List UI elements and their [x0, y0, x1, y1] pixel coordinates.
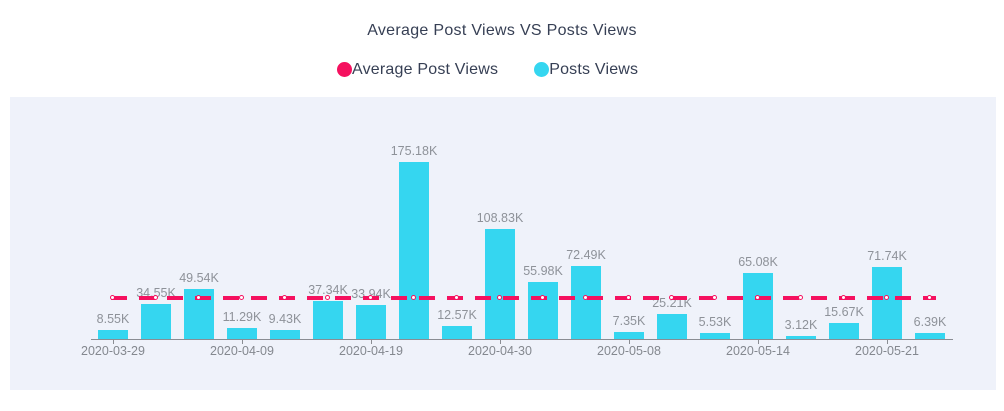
bar[interactable]: [528, 282, 558, 339]
bar-value-label: 5.53K: [698, 315, 732, 330]
average-line-marker: [411, 295, 416, 301]
chart-legend: Average Post Views Posts Views: [337, 61, 638, 78]
average-line-marker: [841, 295, 846, 301]
bar-value-label: 7.35K: [612, 313, 646, 328]
bar[interactable]: [313, 301, 343, 339]
x-axis-label: 2020-04-09: [210, 344, 274, 358]
x-axis-label: 2020-05-21: [855, 344, 919, 358]
bar[interactable]: [485, 229, 515, 339]
legend-label-posts-views: Posts Views: [549, 60, 639, 78]
legend-dot-average-post-views-icon: [337, 62, 352, 77]
bar-value-label: 72.49K: [566, 247, 606, 262]
average-line-marker: [153, 295, 158, 301]
bar[interactable]: [141, 304, 171, 339]
average-line-marker: [583, 295, 588, 301]
average-line-marker: [239, 295, 244, 301]
bar[interactable]: [399, 162, 429, 339]
x-axis-tick: [371, 339, 372, 344]
average-line-marker: [110, 295, 115, 301]
average-line-marker: [669, 295, 674, 301]
average-line-marker: [540, 295, 545, 301]
x-axis-line: [91, 339, 953, 340]
legend-dot-posts-views-icon: [534, 62, 550, 77]
bar-value-label: 6.39K: [913, 314, 947, 329]
legend-item-average-post-views[interactable]: Average Post Views: [337, 61, 498, 79]
bar-value-label: 65.08K: [738, 255, 778, 270]
bar[interactable]: [227, 327, 257, 339]
bar-value-label: 49.54K: [179, 270, 219, 285]
bar-value-label: 3.12K: [784, 317, 818, 332]
average-line-marker: [755, 295, 760, 301]
x-axis-tick: [758, 339, 759, 344]
bar-value-label: 108.83K: [476, 211, 524, 225]
x-axis-label: 2020-05-14: [726, 344, 790, 358]
bar[interactable]: [915, 332, 945, 339]
average-line-marker: [884, 295, 889, 301]
average-line-marker: [282, 295, 287, 301]
bar[interactable]: [700, 333, 730, 339]
average-line-marker: [196, 295, 201, 301]
bar[interactable]: [743, 273, 773, 339]
legend-item-posts-views[interactable]: Posts Views: [534, 61, 638, 79]
bar-value-label: 9.43K: [268, 311, 302, 326]
average-line-marker: [497, 295, 502, 301]
average-line: [111, 296, 936, 301]
bar-value-label: 15.67K: [824, 305, 864, 320]
x-axis-label: 2020-04-30: [468, 344, 532, 358]
bar[interactable]: [614, 331, 644, 339]
bar[interactable]: [657, 313, 687, 339]
average-line-marker: [712, 295, 717, 301]
bar[interactable]: [270, 329, 300, 339]
bar-value-label: 175.18K: [390, 144, 438, 158]
x-axis-label: 2020-03-29: [81, 344, 145, 358]
average-line-marker: [798, 295, 803, 301]
average-line-marker: [927, 295, 932, 301]
bar-value-label: 71.74K: [867, 248, 907, 263]
x-axis-tick: [113, 339, 114, 344]
bar[interactable]: [571, 265, 601, 339]
bar-value-label: 55.98K: [523, 264, 563, 279]
bar[interactable]: [356, 304, 386, 339]
legend-label-average-post-views: Average Post Views: [352, 60, 499, 78]
average-line-marker: [454, 295, 459, 301]
bar[interactable]: [829, 323, 859, 339]
bar-value-label: 11.29K: [222, 309, 262, 324]
x-axis-tick: [242, 339, 243, 344]
bar-value-label: 8.55K: [96, 312, 130, 327]
x-axis-tick: [500, 339, 501, 344]
bar[interactable]: [872, 266, 902, 339]
bar[interactable]: [442, 326, 472, 339]
average-line-marker: [368, 295, 373, 301]
x-axis-label: 2020-04-19: [339, 344, 403, 358]
bar[interactable]: [98, 330, 128, 339]
average-line-marker: [626, 295, 631, 301]
x-axis-tick: [887, 339, 888, 344]
average-line-marker: [325, 295, 330, 301]
chart-title: Average Post Views VS Posts Views: [367, 22, 637, 39]
bar[interactable]: [786, 335, 816, 339]
bar-value-label: 12.57K: [437, 308, 477, 323]
x-axis-label: 2020-05-08: [597, 344, 661, 358]
x-axis-tick: [629, 339, 630, 344]
bar-value-label: 37.34K: [308, 283, 348, 298]
